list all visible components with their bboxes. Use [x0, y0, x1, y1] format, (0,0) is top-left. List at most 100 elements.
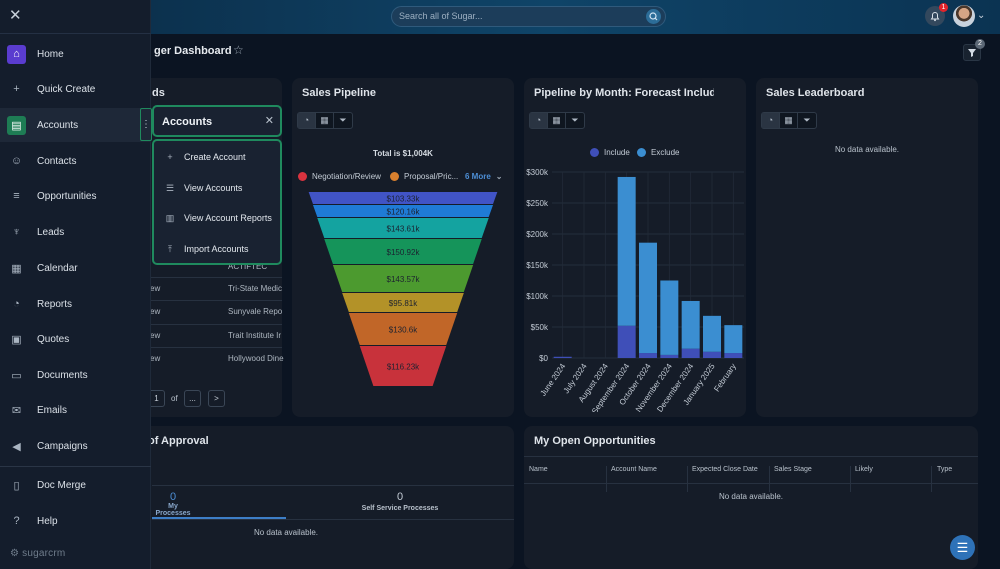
- table-icon[interactable]: ▦: [548, 113, 566, 128]
- sidebar-item-calendar[interactable]: ▦ Calendar: [0, 251, 151, 285]
- pie-chart-icon[interactable]: ◔: [530, 113, 548, 128]
- bar-segment-include[interactable]: [553, 356, 572, 358]
- pie-chart-icon[interactable]: ◔: [298, 113, 316, 128]
- lead-name[interactable]: Tri-State Medic: [228, 284, 282, 293]
- legend-item[interactable]: Include: [590, 148, 630, 157]
- bar-segment-include[interactable]: [703, 351, 721, 358]
- sidebar-item-documents[interactable]: ▭ Documents: [0, 358, 151, 392]
- legend-item[interactable]: Exclude: [637, 148, 679, 157]
- filter-icon[interactable]: ⏷: [571, 115, 579, 125]
- bar-segment-include[interactable]: [617, 325, 636, 358]
- doc-merge-icon: ▯: [13, 479, 20, 492]
- pager-more-button[interactable]: ...: [184, 390, 201, 407]
- lead-name[interactable]: Trait Institute Ir: [228, 331, 282, 340]
- sidebar: ✕ ⌂ Home + Quick Create ▤ Accounts ☺ Contacts ≡ O…: [0, 0, 151, 569]
- sidebar-item-help[interactable]: ? Help: [0, 504, 151, 538]
- funnel-segment[interactable]: [308, 192, 498, 204]
- bar-segment-exclude[interactable]: [617, 176, 636, 326]
- column-header-type[interactable]: Type: [937, 466, 953, 473]
- funnel-segment[interactable]: [348, 313, 458, 345]
- search-icon[interactable]: [646, 9, 661, 24]
- tab-self-service-processes[interactable]: Self Service Processes: [361, 505, 439, 512]
- legend-swatch: [590, 148, 599, 157]
- notifications-button[interactable]: 1: [925, 3, 948, 26]
- legend-more-label: 6 More: [465, 172, 491, 181]
- funnel-segment[interactable]: [332, 265, 474, 292]
- funnel-segment[interactable]: [317, 218, 489, 238]
- dashboard-filter-button[interactable]: 2: [963, 39, 985, 61]
- user-avatar[interactable]: [953, 5, 975, 27]
- self-service-count: 0: [396, 491, 404, 503]
- bar-segment-exclude[interactable]: [703, 315, 721, 352]
- sidebar-item-label: Emails: [37, 404, 68, 416]
- legend-more-link[interactable]: 6 More ⌄: [465, 172, 503, 181]
- column-header-expected-close-date[interactable]: Expected Close Date: [692, 466, 758, 473]
- funnel-segment[interactable]: [342, 293, 464, 312]
- pager-next-button[interactable]: >: [208, 390, 225, 407]
- menu-item-create-account[interactable]: + Create Account: [154, 142, 280, 172]
- sidebar-item-doc-merge[interactable]: ▯ Doc Merge: [0, 468, 151, 502]
- bar-segment-include[interactable]: [639, 353, 657, 358]
- sidebar-item-leads[interactable]: ♆ Leads: [0, 215, 151, 249]
- my-open-opportunities-dashlet: My Open Opportunities: [524, 426, 978, 569]
- sidebar-item-quotes[interactable]: ▣ Quotes: [0, 322, 151, 356]
- sidebar-item-label: Reports: [37, 298, 73, 310]
- list-icon: ☰: [165, 182, 175, 193]
- menu-item-label: View Account Reports: [184, 213, 272, 223]
- chevron-down-icon[interactable]: ⌄: [977, 10, 986, 21]
- floating-menu-button[interactable]: ☰: [950, 535, 975, 560]
- bar-segment-include[interactable]: [724, 353, 743, 358]
- legend-item[interactable]: Negotiation/Review: [298, 172, 381, 181]
- y-tick-label: $300k: [526, 168, 549, 177]
- close-icon[interactable]: ✕: [9, 7, 22, 24]
- sugarcrm-logo: ⚙ sugarcrm: [10, 548, 65, 559]
- sidebar-item-opportunities[interactable]: ≡ Opportunities: [0, 179, 151, 213]
- sidebar-item-accounts[interactable]: ▤ Accounts: [0, 108, 151, 142]
- menu-item-view-account-reports[interactable]: ▥ View Account Reports: [154, 203, 280, 233]
- column-header-likely[interactable]: Likely: [855, 466, 873, 473]
- tab-my-processes[interactable]: My Processes: [155, 503, 191, 517]
- legend-swatch: [637, 148, 646, 157]
- funnel-segment[interactable]: [312, 205, 494, 217]
- funnel-segment[interactable]: [359, 346, 447, 386]
- table-icon[interactable]: ▦: [780, 113, 798, 128]
- accounts-menu-toggle[interactable]: ⋮: [140, 108, 152, 141]
- favorite-star-icon[interactable]: ☆: [233, 43, 244, 57]
- bar-segment-include[interactable]: [660, 354, 679, 358]
- bar-segment-exclude[interactable]: [681, 300, 700, 349]
- sidebar-item-contacts[interactable]: ☺ Contacts: [0, 144, 151, 178]
- opportunities-icon: ≡: [13, 190, 20, 202]
- sidebar-item-reports[interactable]: ◔ Reports: [0, 287, 151, 321]
- sales-leaderboard-title: Sales Leaderboard: [766, 87, 865, 99]
- column-header-name[interactable]: Name: [529, 466, 548, 473]
- bar-segment-exclude[interactable]: [660, 280, 679, 355]
- filter-icon[interactable]: ⏷: [339, 115, 347, 125]
- menu-item-view-accounts[interactable]: ☰ View Accounts: [154, 173, 280, 203]
- legend-label: Exclude: [651, 148, 680, 157]
- pie-chart-icon[interactable]: ◔: [762, 113, 780, 128]
- bar-segment-include[interactable]: [681, 348, 700, 358]
- column-header-account-name[interactable]: Account Name: [611, 466, 657, 473]
- close-icon[interactable]: ✕: [264, 115, 274, 127]
- plus-icon: +: [13, 83, 20, 95]
- lead-name[interactable]: Hollywood Dine: [228, 354, 284, 363]
- y-tick-label: $100k: [526, 292, 549, 301]
- sidebar-item-quick-create[interactable]: + Quick Create: [0, 72, 151, 106]
- funnel-segment[interactable]: [324, 239, 482, 264]
- menu-item-import-accounts[interactable]: ⤒ Import Accounts: [154, 234, 280, 264]
- sidebar-item-campaigns[interactable]: ◀ Campaigns: [0, 429, 151, 463]
- legend-item[interactable]: Proposal/Pric...: [390, 172, 458, 181]
- sales-pipeline-title: Sales Pipeline: [302, 87, 376, 99]
- sidebar-item-emails[interactable]: ✉ Emails: [0, 393, 151, 427]
- sidebar-item-home[interactable]: ⌂ Home: [0, 37, 151, 71]
- column-header-sales-stage[interactable]: Sales Stage: [774, 466, 812, 473]
- lead-name[interactable]: Sunyvale Repo: [228, 307, 283, 316]
- leads-dashlet-title: ds: [152, 87, 165, 99]
- bar-segment-exclude[interactable]: [639, 242, 657, 354]
- filter-icon[interactable]: ⏷: [803, 115, 811, 125]
- table-icon[interactable]: ▦: [316, 113, 334, 128]
- global-search-input[interactable]: Search all of Sugar...: [391, 6, 666, 27]
- table-row[interactable]: ACTIFTEC: [228, 262, 267, 271]
- bar-segment-exclude[interactable]: [724, 325, 743, 354]
- lead-status: ew: [150, 331, 161, 340]
